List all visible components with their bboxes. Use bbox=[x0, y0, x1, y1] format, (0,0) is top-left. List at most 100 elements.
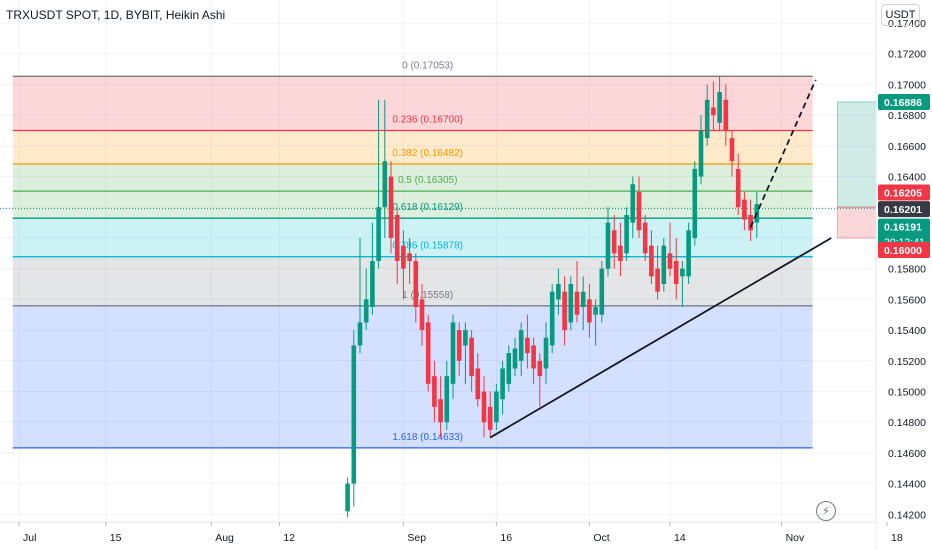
candle-body bbox=[419, 299, 425, 331]
candle bbox=[419, 284, 425, 346]
price-tick-label: 0.14600 bbox=[888, 448, 926, 460]
candle bbox=[543, 322, 549, 384]
candle-body bbox=[748, 214, 753, 231]
candle bbox=[692, 161, 698, 246]
time-axis-bg bbox=[0, 522, 876, 550]
candle bbox=[704, 84, 710, 146]
chart-title: TRXUSDT SPOT, 1D, BYBIT, Heikin Ashi bbox=[6, 8, 226, 22]
candle-body bbox=[649, 245, 654, 277]
position-target-zone bbox=[836, 101, 882, 208]
price-tick-label: 0.16800 bbox=[888, 110, 926, 122]
fib-level-label: 1 (0.15558) bbox=[402, 290, 453, 301]
price-label-text: 0.16000 bbox=[884, 245, 922, 257]
price-tick-label: 0.17400 bbox=[888, 18, 926, 30]
candle bbox=[686, 222, 691, 285]
candle-body bbox=[556, 284, 561, 300]
fib-level-label: 0.786 (0.15878) bbox=[392, 241, 463, 252]
candle bbox=[351, 330, 357, 507]
candle-body bbox=[407, 253, 412, 261]
price-label-bg bbox=[878, 184, 930, 201]
fib-level-label: 0.382 (0.16482) bbox=[392, 148, 463, 159]
price-tick-label: 0.14200 bbox=[888, 509, 926, 521]
support-trendline bbox=[489, 237, 832, 439]
candle-body bbox=[413, 261, 419, 308]
candle-body bbox=[500, 368, 505, 400]
candle-body bbox=[388, 176, 394, 238]
candle bbox=[456, 322, 462, 377]
candle-body bbox=[667, 253, 673, 269]
candle-body bbox=[692, 168, 698, 238]
candle-body bbox=[568, 284, 574, 323]
candle bbox=[401, 230, 406, 300]
candle-body bbox=[444, 376, 450, 423]
candle-body bbox=[549, 291, 555, 346]
candle bbox=[580, 276, 586, 331]
price-label-bg bbox=[878, 241, 930, 258]
candle bbox=[487, 391, 493, 438]
candle bbox=[345, 477, 350, 518]
candle bbox=[382, 99, 388, 238]
price-label: 0.16886 bbox=[878, 93, 930, 110]
candle-body bbox=[624, 214, 629, 254]
currency-unit-button[interactable]: USDT bbox=[881, 4, 920, 26]
lightning-icon[interactable]: ⚡ bbox=[816, 501, 836, 521]
candle-body bbox=[729, 138, 735, 162]
candle bbox=[729, 130, 735, 177]
candle bbox=[649, 230, 654, 285]
candle bbox=[599, 261, 605, 323]
candle-body bbox=[599, 268, 605, 315]
fib-level-label: 0.236 (0.16700) bbox=[392, 115, 463, 126]
candle bbox=[630, 176, 636, 238]
candle-body bbox=[376, 207, 381, 261]
candle-body bbox=[345, 483, 350, 512]
price-tick-label: 0.16400 bbox=[888, 172, 926, 184]
candle-body bbox=[742, 199, 747, 220]
fib-zone bbox=[12, 163, 813, 192]
price-tick-label: 0.15200 bbox=[888, 356, 926, 368]
price-tick-label: 0.15000 bbox=[888, 387, 926, 399]
candle bbox=[667, 222, 673, 277]
candle-body bbox=[469, 337, 474, 377]
candle-body bbox=[481, 391, 487, 423]
price-tick-label: 0.15800 bbox=[888, 264, 926, 276]
candle-body bbox=[698, 130, 704, 177]
candle-body bbox=[642, 222, 648, 254]
candle-body bbox=[593, 307, 598, 315]
position-stop-zone bbox=[836, 206, 882, 239]
time-tick-label: Sep bbox=[407, 532, 426, 544]
price-axis-bg bbox=[876, 0, 932, 550]
candle bbox=[370, 222, 375, 315]
time-axis: Jul 15 Aug 12 Sep 16 Oct 14 Nov 18 bbox=[18, 522, 903, 544]
candle-body bbox=[562, 291, 567, 331]
time-tick-label: Jul bbox=[23, 532, 36, 544]
candle-body bbox=[704, 99, 710, 139]
candle bbox=[518, 322, 524, 377]
time-tick-label: 15 bbox=[110, 532, 122, 544]
candle-body bbox=[463, 330, 468, 346]
candle bbox=[475, 353, 481, 407]
candle bbox=[698, 115, 704, 185]
candle-body bbox=[717, 92, 722, 123]
candle-body bbox=[456, 330, 462, 361]
candle bbox=[735, 153, 741, 215]
candle bbox=[500, 360, 505, 415]
time-tick-label: Oct bbox=[593, 532, 609, 544]
candle bbox=[388, 161, 394, 254]
candle bbox=[438, 376, 443, 438]
candle-body bbox=[537, 360, 543, 377]
time-tick-label: Nov bbox=[786, 532, 805, 544]
candle-body bbox=[382, 161, 388, 208]
price-tick-label: 0.17200 bbox=[888, 49, 926, 61]
candle bbox=[512, 337, 518, 377]
price-label-bg bbox=[878, 93, 930, 110]
candle bbox=[723, 84, 729, 146]
candle-body bbox=[636, 191, 642, 231]
candle-body bbox=[450, 322, 456, 384]
candle-body bbox=[673, 261, 679, 285]
fib-zone bbox=[12, 305, 813, 448]
candle-body bbox=[580, 291, 586, 308]
price-labels: 0.168860.162050.162010.1619120:12:410.16… bbox=[878, 93, 930, 258]
candle bbox=[636, 176, 642, 238]
